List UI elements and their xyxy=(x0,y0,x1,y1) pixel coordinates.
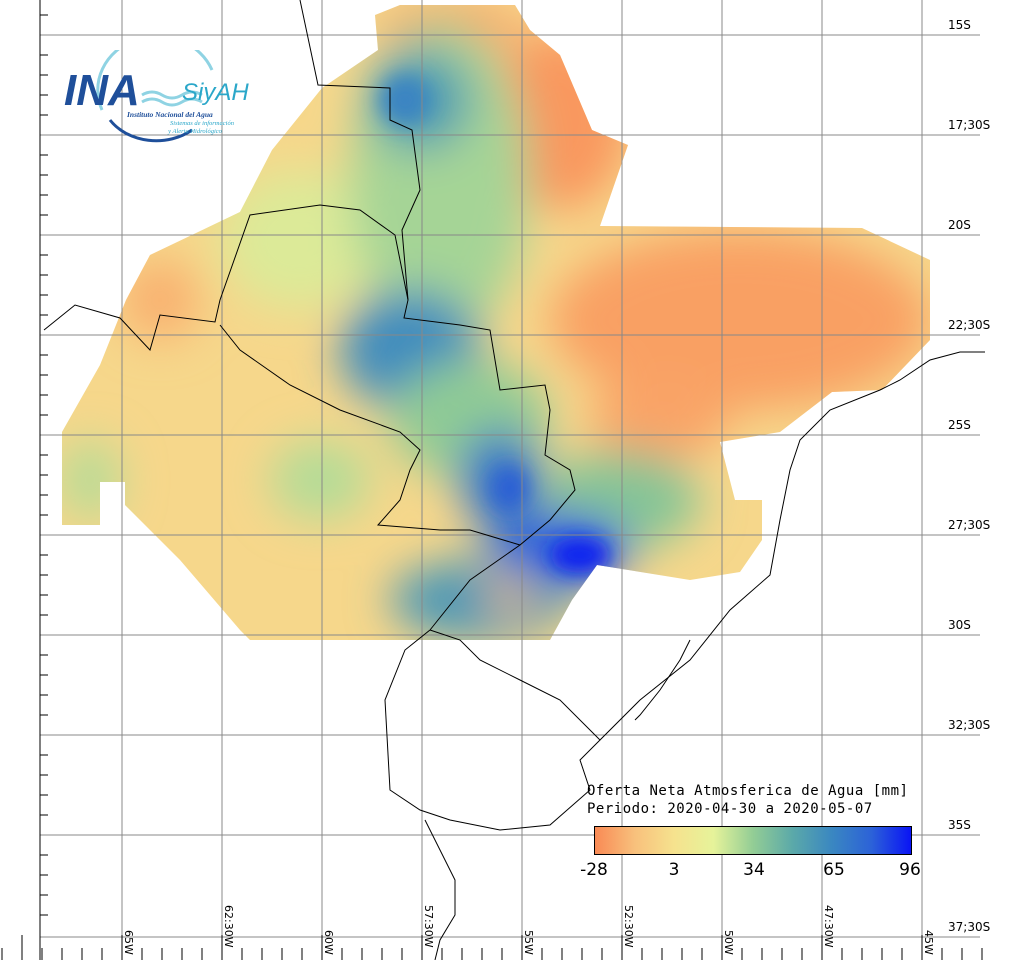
lat-label: 25S xyxy=(948,418,971,432)
country-borders xyxy=(43,0,985,960)
lon-label: 60W xyxy=(322,930,335,955)
grid-lines xyxy=(40,0,980,960)
lon-label: 47:30W xyxy=(822,905,835,948)
svg-text:Sistemas de información: Sistemas de información xyxy=(170,120,234,127)
colorbar-label: 3 xyxy=(668,860,680,880)
colorbar-label: 34 xyxy=(743,860,765,880)
lat-label: 32;30S xyxy=(948,718,991,732)
colorbar xyxy=(594,826,912,855)
logo-graphic: INA SiyAH Instituto Nacional del Agua Si… xyxy=(64,34,249,143)
svg-text:SiyAH: SiyAH xyxy=(182,79,249,106)
map-title: Oferta Neta Atmosferica de Agua [mm] xyxy=(587,783,909,799)
ina-siyah-logo: INA SiyAH Instituto Nacional del Agua Si… xyxy=(62,34,272,145)
lat-label: 20S xyxy=(948,218,971,232)
colorbar-label: 96 xyxy=(899,860,921,880)
lon-label: 62:30W xyxy=(222,905,235,948)
lat-label: 30S xyxy=(948,618,971,632)
svg-text:y Alerta Hidrológico: y Alerta Hidrológico xyxy=(167,128,223,135)
colorbar-label: -28 xyxy=(580,860,608,880)
svg-text:INA: INA xyxy=(64,66,140,115)
lat-label: 15S xyxy=(948,18,971,32)
bottom-tick-marks xyxy=(1,935,983,960)
lon-label: 52:30W xyxy=(622,905,635,948)
svg-text:Instituto Nacional del Agua: Instituto Nacional del Agua xyxy=(126,110,213,119)
map-period: Periodo: 2020-04-30 a 2020-05-07 xyxy=(587,801,873,817)
lon-label: 65W xyxy=(122,930,135,955)
colorbar-label: 65 xyxy=(823,860,845,880)
tick-marks xyxy=(39,0,48,960)
lat-label: 35S xyxy=(948,818,971,832)
lat-label: 27;30S xyxy=(948,518,991,532)
lon-label: 50W xyxy=(722,930,735,955)
lat-label: 22;30S xyxy=(948,318,991,332)
lon-label: 57:30W xyxy=(422,905,435,948)
lon-label: 45W xyxy=(922,930,935,955)
lon-label: 55W xyxy=(522,930,535,955)
lat-label: 17;30S xyxy=(948,118,991,132)
lat-label: 37;30S xyxy=(948,920,991,934)
